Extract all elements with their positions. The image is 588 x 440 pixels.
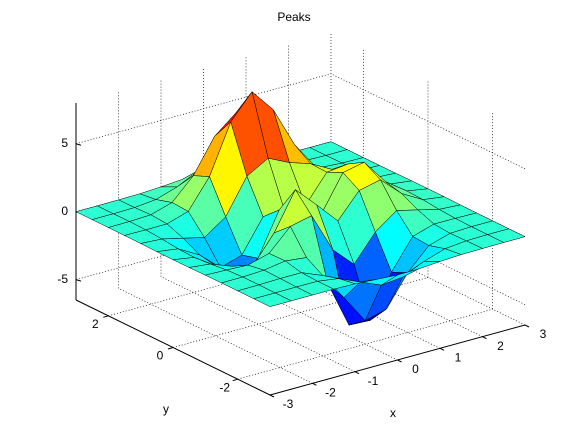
y-tick-label: -2 — [219, 380, 230, 394]
x-tick-label: 0 — [412, 362, 419, 376]
x-tick — [354, 371, 360, 375]
y-axis-label: y — [163, 402, 169, 416]
x-tick — [269, 394, 275, 398]
z-tick — [75, 279, 82, 282]
x-axis-label: x — [390, 406, 396, 420]
x-tick-label: 2 — [497, 339, 504, 353]
y-tick — [232, 378, 238, 382]
grid-line — [118, 288, 313, 384]
chart-title: Peaks — [277, 10, 310, 24]
y-tick-label: 2 — [92, 317, 99, 331]
y-tick — [103, 315, 109, 318]
x-tick — [524, 324, 530, 328]
x-tick — [439, 347, 445, 351]
z-tick-label: 5 — [61, 136, 68, 150]
x-tick — [397, 359, 402, 363]
grid-line — [237, 308, 493, 380]
x-tick — [482, 336, 487, 340]
surface-cell — [253, 292, 292, 307]
grid-line — [172, 277, 429, 348]
x-tick-label: -3 — [283, 397, 294, 411]
x-tick-label: 3 — [540, 327, 547, 341]
z-tick — [75, 143, 82, 146]
x-tick-label: 1 — [455, 351, 462, 365]
grid-line — [330, 73, 526, 170]
y-tick — [167, 347, 174, 350]
z-tick-label: -5 — [57, 272, 68, 286]
y-tick-label: 0 — [157, 349, 164, 363]
grid-line — [160, 276, 356, 372]
x-tick — [312, 382, 317, 386]
x-tick-label: -2 — [325, 386, 336, 400]
z-tick-label: 0 — [61, 204, 68, 218]
grid-line — [75, 73, 332, 145]
x-tick-label: -1 — [368, 374, 379, 388]
